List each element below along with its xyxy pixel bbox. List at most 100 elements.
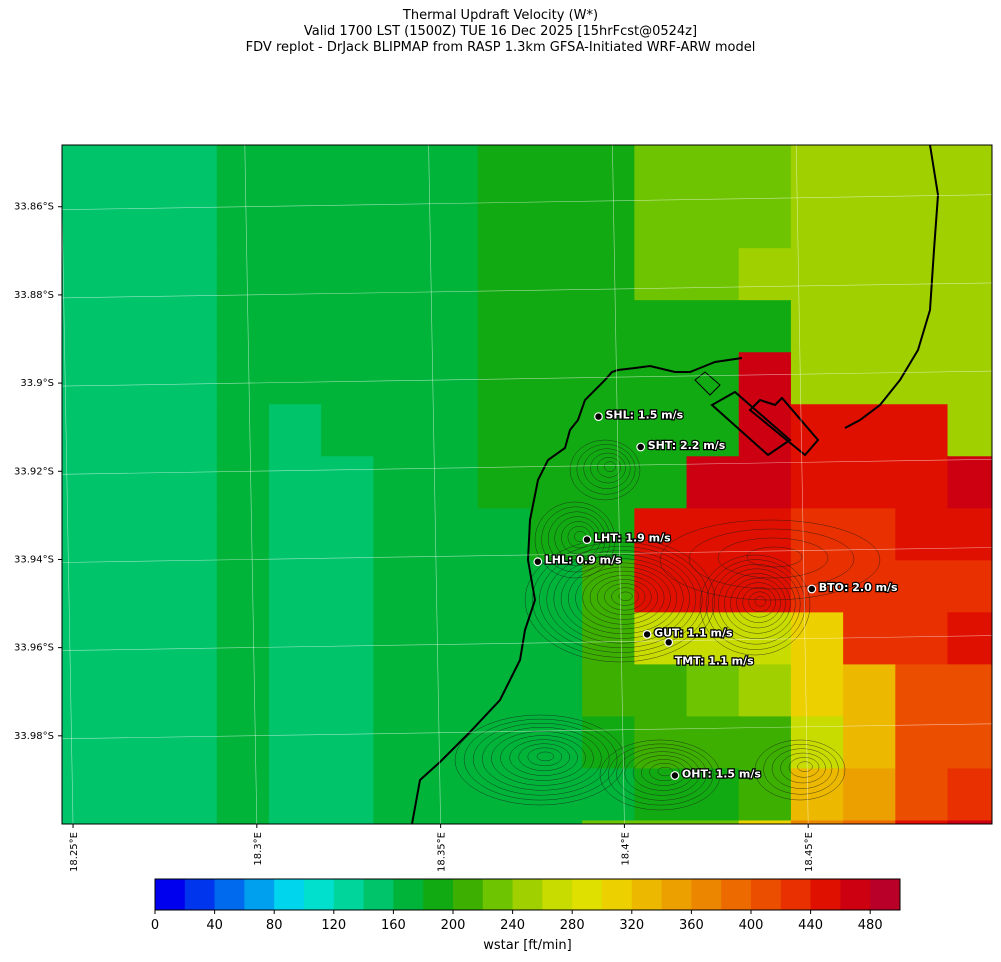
- heatmap-cell: [686, 248, 740, 301]
- heatmap-cell: [843, 352, 896, 405]
- heatmap-cell: [425, 768, 479, 822]
- contour-line: [624, 751, 700, 796]
- heatmap-cell: [529, 196, 583, 249]
- heatmap-cell: [373, 196, 427, 249]
- heatmap-cell: [321, 508, 374, 561]
- heatmap-cell: [425, 664, 479, 718]
- heatmap-cell: [477, 404, 531, 457]
- heatmap-cell: [373, 612, 427, 665]
- heatmap-cells: [60, 145, 992, 926]
- coastline-west: [411, 357, 743, 824]
- heatmap-cell: [790, 456, 844, 509]
- contour-line: [632, 755, 694, 791]
- heatmap-cell: [268, 768, 322, 822]
- contour-line: [518, 743, 570, 771]
- heatmap-cell: [738, 145, 792, 197]
- heatmap-cell: [634, 145, 688, 197]
- heatmap-cell: [373, 352, 427, 405]
- colorbar-tick-label: 440: [798, 918, 823, 933]
- heatmap-cell: [477, 248, 531, 301]
- colorbar-swatch: [870, 879, 901, 910]
- heatmap-cell: [582, 300, 635, 353]
- contour-line: [541, 506, 611, 573]
- heatmap-cell: [477, 145, 531, 197]
- contour-line: [657, 766, 673, 777]
- colorbar-swatch: [214, 879, 245, 910]
- heatmap-cell: [582, 664, 635, 718]
- contour-line: [603, 461, 617, 472]
- heatmap-cell: [947, 404, 992, 457]
- heatmap-cell: [790, 664, 844, 718]
- heatmap-cell: [268, 456, 322, 509]
- heatmap-cell: [790, 768, 844, 822]
- heatmap-cell: [790, 820, 844, 824]
- colorbar: 0 40 80 120 160 200 240 280 320 360 400 440 480 wstar…: [151, 878, 901, 953]
- station-label-bto: BTO: 2.0 m/s: [819, 581, 898, 594]
- heatmap-cell: [164, 716, 218, 770]
- heatmap-cell: [216, 300, 270, 353]
- heatmap-cell: [268, 352, 322, 405]
- contour-line: [575, 566, 671, 630]
- contour-line: [482, 727, 602, 791]
- colorbar-swatch: [423, 879, 454, 910]
- heatmap-cell: [373, 404, 427, 457]
- contour-line: [576, 444, 636, 495]
- heatmap-cell: [62, 300, 113, 353]
- heatmap-cell: [738, 560, 792, 613]
- colorbar-swatch: [244, 879, 275, 910]
- heatmap-cell: [112, 456, 166, 509]
- colorbar-label: wstar [ft/min]: [483, 938, 571, 953]
- heatmap-cell: [373, 300, 427, 353]
- contour-line: [534, 501, 616, 579]
- heatmap-cell: [216, 404, 270, 457]
- heatmap-cell: [268, 508, 322, 561]
- heatmap-cell: [216, 820, 270, 824]
- heatmap-cell: [112, 716, 166, 770]
- heatmap-cell: [321, 716, 374, 770]
- heatmap-cell: [947, 664, 992, 718]
- contour-line: [659, 519, 881, 601]
- heatmap-cell: [164, 664, 218, 718]
- heatmap-cell: [895, 352, 949, 405]
- heatmap-cell: [738, 664, 792, 718]
- contour-line: [590, 452, 626, 484]
- heatmap-cell: [164, 560, 218, 613]
- colorbar-swatch: [810, 879, 841, 910]
- heatmap-cell: [216, 352, 270, 405]
- heatmap-cell: [268, 612, 322, 665]
- contour-line: [569, 439, 641, 501]
- heatmap-cell: [62, 196, 113, 249]
- contour-line: [553, 554, 690, 644]
- station-marker-gut: [642, 630, 652, 639]
- heatmap-cell: [62, 560, 113, 613]
- colorbar-tick-label: 240: [500, 918, 525, 933]
- heatmap-cell: [321, 612, 374, 665]
- heatmap-cell: [582, 352, 635, 405]
- heatmap-cell: [62, 456, 113, 509]
- heatmap-cell: [164, 612, 218, 665]
- colorbar-tick-label: 0: [151, 918, 159, 933]
- contour-line: [730, 577, 786, 629]
- heatmap-cell: [738, 716, 792, 770]
- heatmap-cell: [373, 664, 427, 718]
- heatmap-cell: [686, 300, 740, 353]
- heatmap-cell: [112, 612, 166, 665]
- contour-line: [780, 752, 826, 784]
- station-label-gut: GUT: 1.1 m/s: [654, 626, 733, 639]
- heatmap-cell: [529, 300, 583, 353]
- station-marker-shl: [594, 412, 603, 422]
- y-axis: 33.86°S 33.88°S 33.9°S 33.92°S 33.94°S 33.96°…: [14, 202, 62, 742]
- colorbar-tick-label: 480: [858, 918, 883, 933]
- heatmap-cell: [62, 716, 113, 770]
- heatmap-cell: [216, 145, 270, 197]
- heatmap-cell: [738, 820, 792, 824]
- heatmap-cell: [60, 873, 113, 926]
- heatmap-cell: [62, 612, 113, 665]
- heatmap-cell: [634, 352, 688, 405]
- heatmap-cell: [164, 300, 218, 353]
- heatmap-cell: [582, 248, 635, 301]
- contour-line: [797, 761, 813, 772]
- heatmap-cell: [112, 768, 166, 822]
- heatmap-cell: [895, 508, 949, 561]
